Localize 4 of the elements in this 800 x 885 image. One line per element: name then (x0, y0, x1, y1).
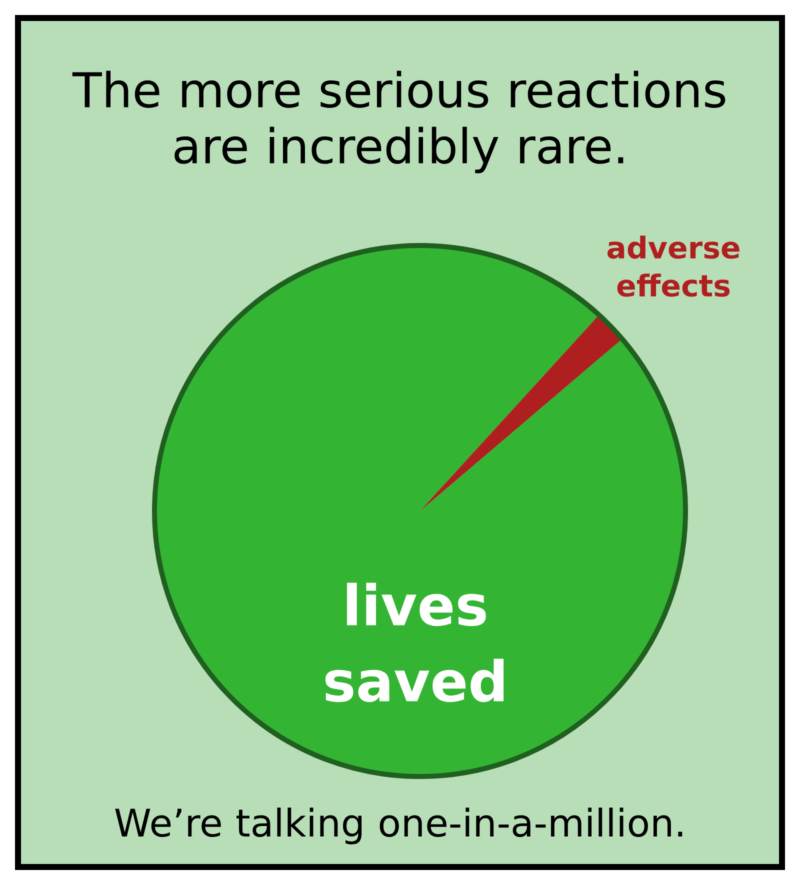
text: We’re talking one-in-a-million. (115, 808, 682, 844)
slice-label: adverse effects (608, 236, 740, 297)
chart-title: The more serious reactions are incredibly rare. (72, 70, 726, 174)
slice-label: lives saved (325, 582, 504, 702)
